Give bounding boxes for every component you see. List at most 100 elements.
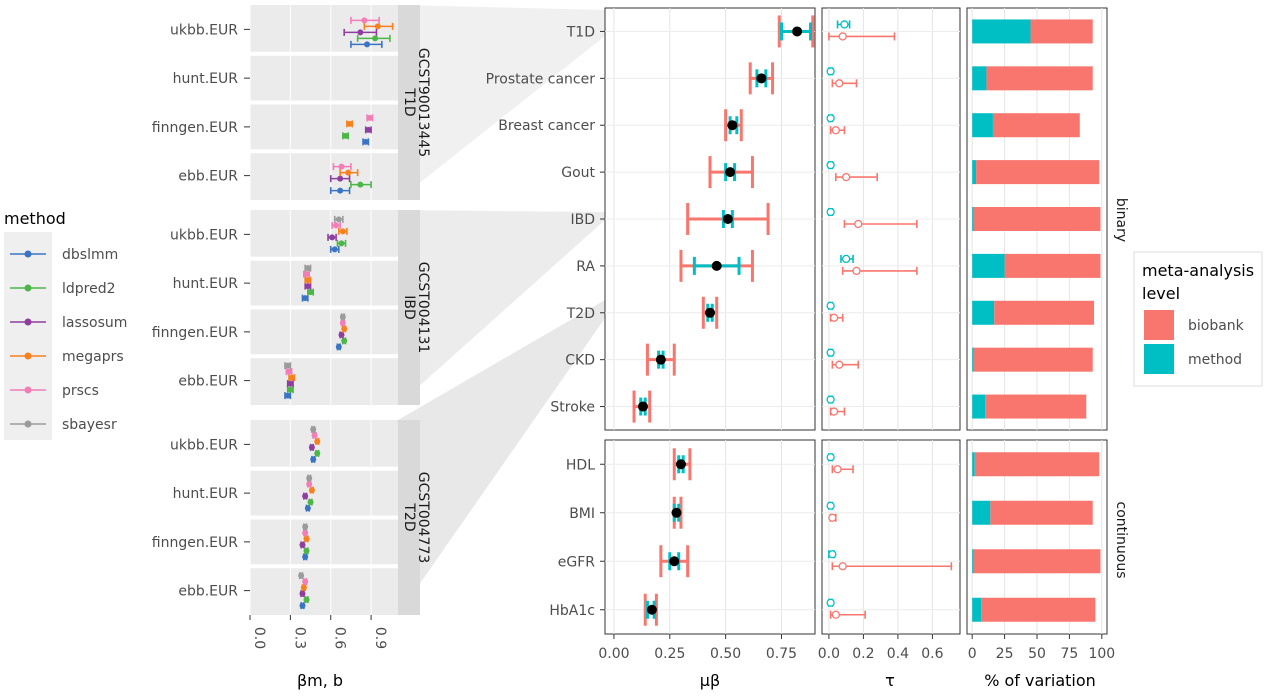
left-xtick-label-3: 0.9 (372, 627, 388, 649)
facet-row-label-t2d-ebb-eur: ebb.EUR (178, 584, 238, 600)
method-legend-key-dot-dbslmm (24, 250, 32, 258)
point-t1d-ukbb-eur-dbslmm (364, 41, 371, 48)
tau-xtick-label-0: 0.0 (818, 646, 840, 662)
point-t2d-ukbb-eur-megaprs (314, 438, 321, 445)
point-ibd-hunt-eur-megaprs (304, 277, 311, 284)
facet-strip-title-ibd: IBD (401, 295, 417, 320)
percent-variation-panel: 0 25 50 75 100 % of variation (966, 7, 1115, 690)
facet-row-label-t1d-ebb-eur: ebb.EUR (178, 169, 238, 185)
facet-row-label-t1d-ukbb-eur: ukbb.EUR (170, 22, 238, 38)
trait-label-stroke: Stroke (550, 400, 595, 416)
method-legend-label-lassosum: lassosum (62, 315, 127, 331)
tau-method-point-ibd (826, 207, 835, 217)
trait-label-ckd: CKD (565, 353, 595, 369)
mu-beta-panel: T1D Prostate cancer Breast cancer Gout IBD RA… (486, 7, 816, 690)
tau-method-point-t1d (840, 20, 849, 29)
tau-biobank-point-hdl (833, 465, 842, 474)
method-legend: method dbslmm ldpred2 lassosum megaprs prscs… (4, 209, 127, 440)
pct-bar-biobank-breast-cancer (992, 113, 1080, 138)
point-t1d-ebb-eur-prscs (338, 163, 345, 170)
point-t1d-finngen-eur-megaprs (346, 120, 353, 127)
facet-row-sep-t1d-ebb-eur (250, 149, 398, 154)
pct-bar-biobank-bmi (990, 500, 1093, 525)
level-legend-key-biobank (1144, 310, 1174, 340)
beta-facets: ukbb.EURhunt.EURfinngen.EURebb.EURT1DGCS… (152, 5, 431, 690)
point-t2d-finngen-eur-prscs (302, 529, 309, 536)
pct-bar-method-ra (972, 253, 1005, 278)
method-legend-title: method (4, 209, 66, 228)
facet-strip-id-t1d: GCST90013445 (415, 48, 431, 157)
mu-estimate-t1d (792, 26, 803, 37)
tau-method-point-bmi (826, 501, 835, 510)
connector-t1d (398, 5, 605, 200)
method-legend-label-ldpred2: ldpred2 (62, 281, 116, 297)
left-x-axis-title: βm, b (297, 671, 343, 690)
pct-xtick-label-3: 75 (1060, 646, 1078, 662)
tau-biobank-point-bmi (828, 513, 837, 522)
tau-biobank-point-ibd (854, 219, 863, 229)
method-legend-key-dot-sbayesr (24, 420, 32, 428)
mu-xtick-label-2: 0.50 (710, 646, 741, 662)
point-ibd-ebb-eur-ldpred2 (287, 386, 294, 393)
tau-biobank-point-hba1c (831, 610, 840, 619)
method-legend-label-dbslmm: dbslmm (62, 247, 118, 263)
mu-estimate-hba1c (646, 604, 657, 615)
pct-bar-biobank-ckd (973, 347, 1093, 372)
point-t2d-ukbb-eur-sbayesr (310, 426, 317, 433)
point-ibd-ebb-eur-sbayesr (284, 362, 291, 369)
facet-row-sep-ibd-ebb-eur (250, 354, 398, 359)
point-ibd-ukbb-eur-megaprs (339, 228, 346, 235)
meta-analysis-level-legend: meta-analysis level biobank method (1133, 251, 1263, 387)
point-t1d-finngen-eur-dbslmm (362, 138, 369, 145)
tau-biobank-point-t1d (838, 32, 847, 41)
facet-row-label-t2d-finngen-eur: finngen.EUR (152, 535, 238, 551)
mu-estimate-bmi (671, 507, 682, 518)
tau-method-point-breast-cancer (826, 114, 835, 123)
facet-row-sep-t1d-finngen-eur (250, 100, 398, 105)
left-xtick-label-1: 0.3 (291, 627, 307, 649)
point-t1d-ebb-eur-lassosum (337, 175, 344, 182)
tau-method-point-t2d (826, 301, 835, 310)
trait-label-egfr: eGFR (558, 554, 596, 570)
point-t2d-finngen-eur-ldpred2 (303, 547, 310, 554)
point-ibd-ebb-eur-megaprs (288, 374, 295, 381)
zoom-connectors (398, 5, 605, 615)
pct-xtick-label-2: 50 (1028, 646, 1046, 662)
pct-bar-biobank-gout (976, 160, 1100, 185)
mu-estimate-breast-cancer (727, 120, 738, 131)
pct-bar-biobank-prostate-cancer (986, 66, 1093, 91)
point-ibd-ebb-eur-dbslmm (284, 392, 291, 399)
tau-method-point-ckd (826, 348, 835, 357)
mu-estimate-t2d (705, 307, 715, 318)
point-t2d-ebb-eur-ldpred2 (303, 596, 310, 603)
tau-method-point-egfr (828, 550, 837, 559)
facet-row-sep-t2d-hunt-eur (250, 466, 398, 471)
mu-estimate-prostate-cancer (756, 73, 767, 84)
trait-label-breast-cancer: Breast cancer (498, 118, 595, 134)
level-legend-title-1: meta-analysis (1142, 261, 1254, 280)
point-t2d-hunt-eur-sbayesr (306, 475, 313, 482)
method-legend-keys-bg (4, 232, 52, 440)
facet-row-sep-t2d-finngen-eur (250, 515, 398, 520)
facet-strip-id-t2d: GCST004773 (415, 472, 431, 564)
point-t2d-ebb-eur-prscs (302, 578, 309, 585)
pct-bar-method-hba1c (972, 597, 982, 622)
facet-row-label-ibd-finngen-eur: finngen.EUR (152, 325, 238, 341)
tau-biobank-point-ra (852, 266, 861, 276)
mu-xtick-label-1: 0.25 (654, 646, 685, 662)
tau-xtick-label-3: 0.6 (921, 646, 943, 662)
point-t1d-finngen-eur-ldpred2 (342, 132, 349, 139)
trait-label-hdl: HDL (566, 457, 595, 473)
pct-bar-biobank-ra (1004, 253, 1101, 278)
pct-bar-method-prostate-cancer (972, 66, 987, 91)
point-ibd-hunt-eur-ldpred2 (307, 289, 314, 296)
mu-estimate-ibd (722, 214, 733, 224)
trait-label-t2d: T2D (566, 306, 595, 322)
pct-bar-biobank-hba1c (981, 597, 1096, 622)
facet-row-label-t1d-finngen-eur: finngen.EUR (152, 120, 238, 136)
point-ibd-hunt-eur-lassosum (304, 283, 311, 290)
point-t2d-finngen-eur-dbslmm (302, 553, 309, 560)
facet-row-sep-ibd-hunt-eur (250, 256, 398, 261)
point-ibd-hunt-eur-sbayesr (304, 265, 311, 272)
mu-estimate-egfr (669, 556, 680, 567)
